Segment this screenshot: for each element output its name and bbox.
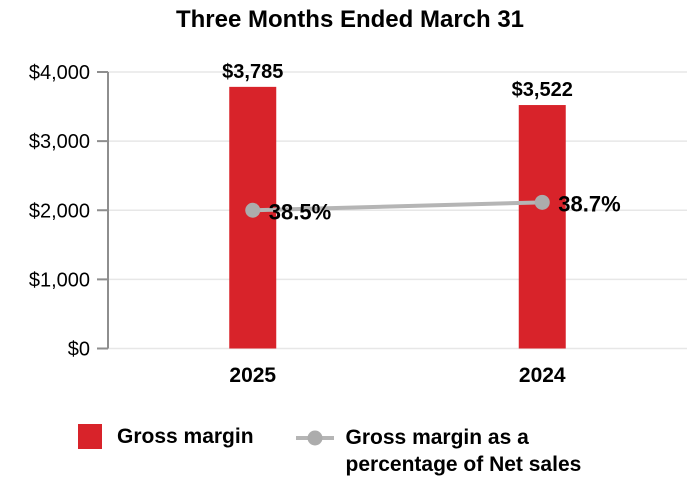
line-dot-marker-icon [295, 430, 334, 446]
y-tick-label: $2,000 [29, 200, 90, 222]
y-tick-label: $4,000 [29, 62, 90, 84]
bar-value-label: $3,785 [222, 61, 283, 83]
x-axis-label-2025: 2025 [229, 364, 276, 387]
bar-value-label: $3,522 [512, 79, 573, 101]
legend-label-line1: Gross margin as a [345, 426, 529, 449]
gross-margin-swatch-icon [78, 424, 102, 449]
legend-label-gross-margin: Gross margin [117, 424, 254, 448]
pct-value-label: 38.7% [558, 191, 620, 216]
pct-line [252, 200, 543, 213]
y-tick-label: $3,000 [29, 131, 90, 153]
pct-marker [534, 194, 550, 210]
y-tick-label: $0 [68, 339, 90, 361]
legend-label-gross-margin-pct: Gross margin as a percentage of Net sale… [346, 424, 582, 478]
chart-legend: Gross margin Gross margin as a percentag… [78, 424, 581, 478]
chart-canvas: $0 $1,000 $2,000 $3,000 $4,000 $3,785 $3,522 38… [29, 61, 687, 387]
x-axis-label-2024: 2024 [519, 364, 566, 387]
legend-item-gross-margin: Gross margin [78, 424, 254, 449]
bar-2024 [518, 105, 566, 349]
pct-value-label: 38.5% [269, 199, 331, 224]
chart-title: Three Months Ended March 31 [175, 6, 525, 33]
legend-label-line2: percentage of Net sales [345, 453, 582, 476]
pct-marker [245, 202, 261, 218]
legend-item-gross-margin-pct: Gross margin as a percentage of Net sale… [295, 424, 582, 478]
y-tick-label: $1,000 [29, 269, 90, 291]
